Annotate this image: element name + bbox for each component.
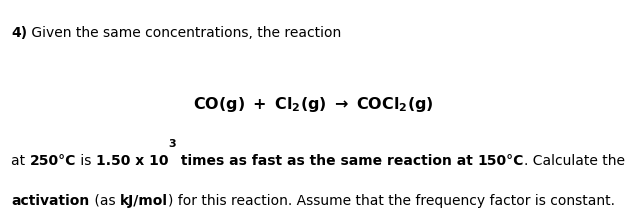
- Text: 4): 4): [11, 26, 28, 40]
- Text: 150°C: 150°C: [478, 154, 524, 168]
- Text: . Calculate the: . Calculate the: [524, 154, 627, 168]
- Text: 250°C: 250°C: [30, 154, 76, 168]
- Text: Given the same concentrations, the reaction: Given the same concentrations, the react…: [28, 26, 342, 40]
- Text: ) for this reaction. Assume that the frequency factor is constant.: ) for this reaction. Assume that the fre…: [167, 194, 614, 208]
- Text: $\mathbf{CO(g)\ +\ Cl_2(g)\ \rightarrow\ COCl_2(g)}$: $\mathbf{CO(g)\ +\ Cl_2(g)\ \rightarrow\…: [193, 95, 434, 114]
- Text: activation: activation: [11, 194, 90, 208]
- Text: is: is: [76, 154, 96, 168]
- Text: at: at: [11, 154, 30, 168]
- Text: times as fast as the same reaction at: times as fast as the same reaction at: [176, 154, 478, 168]
- Text: kJ/mol: kJ/mol: [120, 194, 167, 208]
- Text: (as: (as: [90, 194, 120, 208]
- Text: 1.50 x 10: 1.50 x 10: [96, 154, 169, 168]
- Text: 3: 3: [169, 139, 176, 148]
